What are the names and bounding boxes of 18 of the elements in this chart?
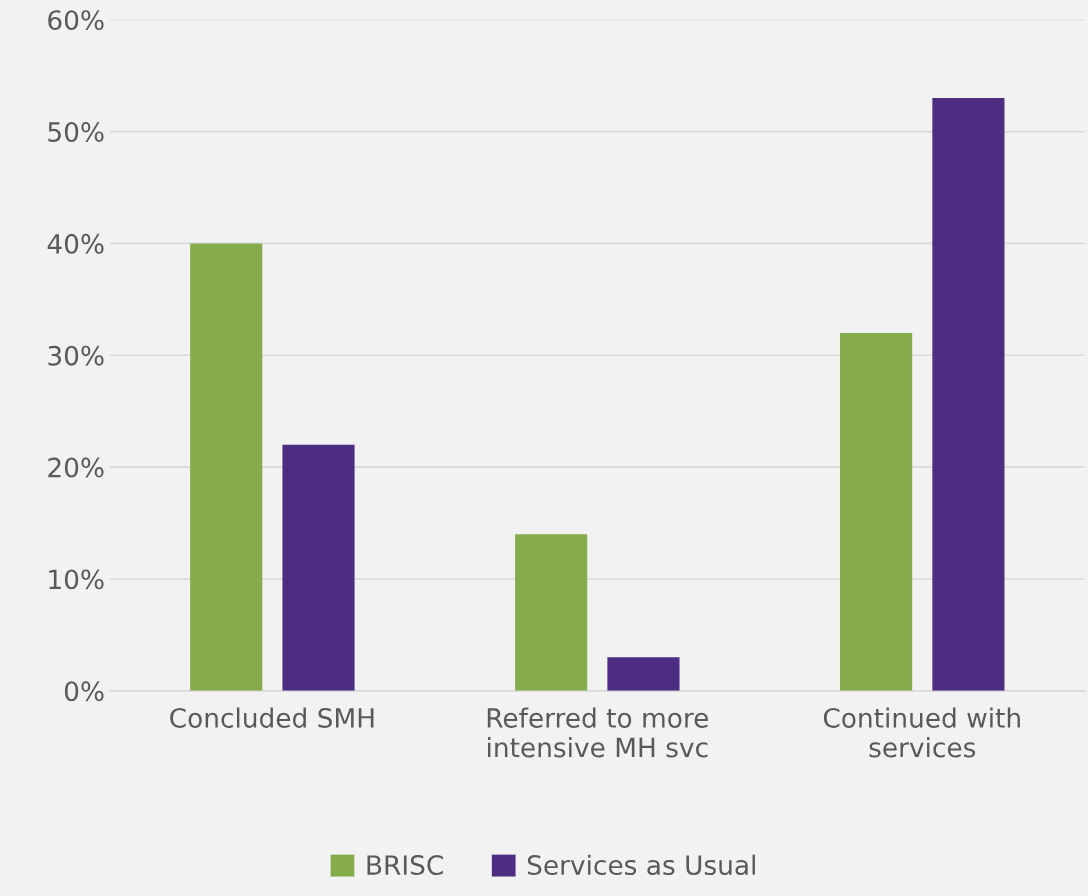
- y-tick-label: 10%: [49, 569, 104, 590]
- y-tick-label: 20%: [48, 457, 104, 478]
- y-tick-label: 60%: [48, 10, 104, 31]
- y-tick-label: 0%: [64, 681, 104, 702]
- x-tick-label: Concluded SMH: [170, 707, 374, 728]
- bar: [515, 534, 588, 691]
- y-tick-label: 40%: [47, 233, 104, 254]
- legend-label: Services as Usual: [527, 854, 755, 876]
- bar: [607, 657, 680, 691]
- x-tick-label: Continued with services: [823, 707, 1020, 758]
- bar: [932, 98, 1005, 691]
- y-tick-label: 30%: [48, 345, 104, 366]
- x-tick-label: Referred to more intensive MH svc: [487, 707, 708, 758]
- legend-label: BRISC: [367, 855, 443, 876]
- bar: [190, 243, 263, 691]
- bar: [282, 444, 355, 691]
- y-tick-label: 50%: [48, 122, 104, 142]
- bar: [840, 332, 913, 691]
